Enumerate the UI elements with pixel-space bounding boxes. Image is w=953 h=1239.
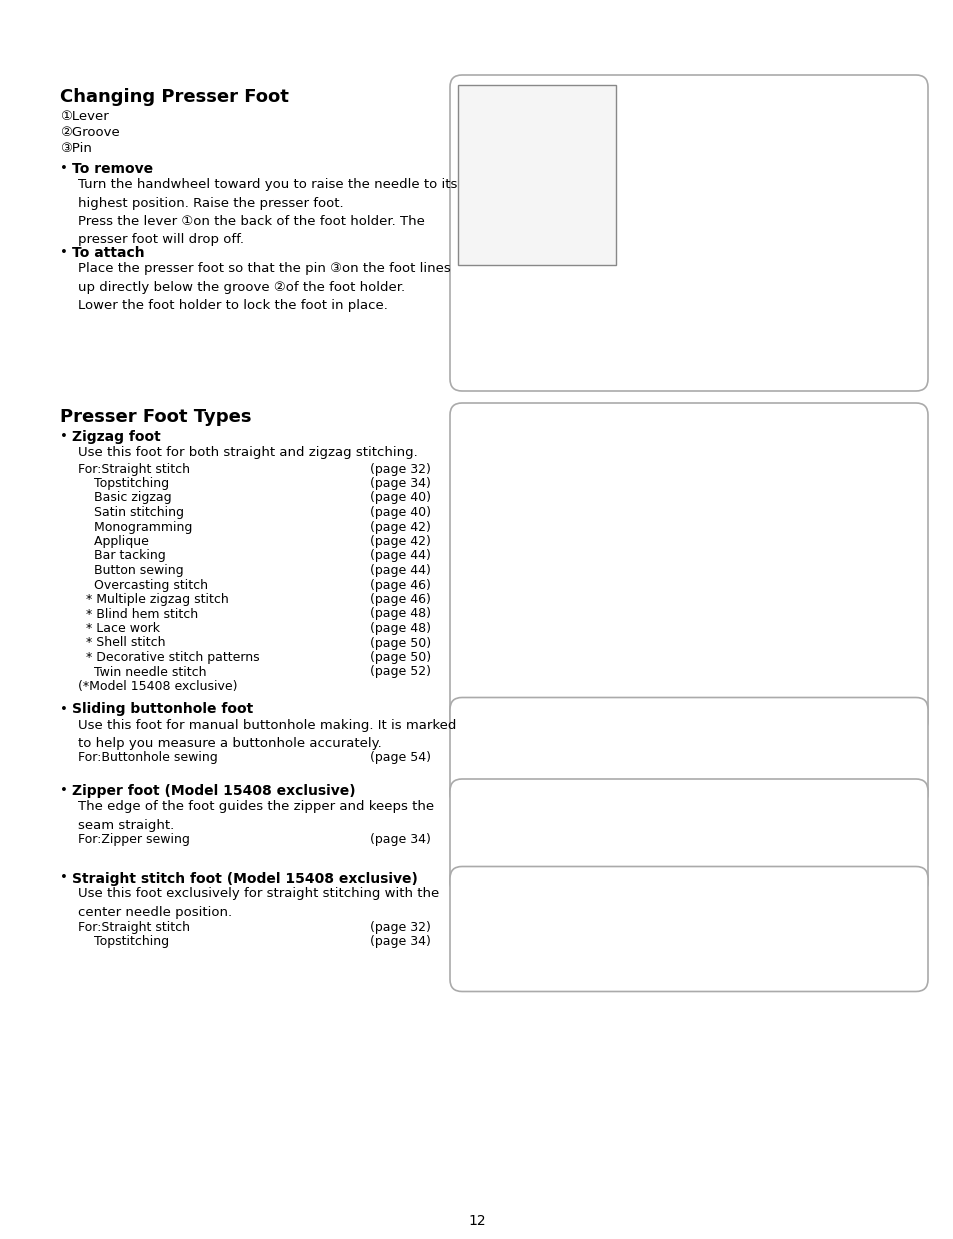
Text: (page 44): (page 44) (370, 550, 431, 563)
Text: (page 32): (page 32) (370, 921, 431, 933)
Text: ①Lever: ①Lever (60, 110, 109, 123)
Text: Satin stitching: Satin stitching (78, 506, 184, 519)
Text: Presser Foot Types: Presser Foot Types (60, 408, 252, 426)
Text: Button sewing: Button sewing (78, 564, 183, 577)
FancyBboxPatch shape (450, 698, 927, 805)
Text: Topstitching: Topstitching (78, 935, 169, 948)
Text: Overcasting stitch: Overcasting stitch (78, 579, 208, 591)
Text: •: • (60, 703, 68, 715)
Text: To remove: To remove (71, 162, 153, 176)
Text: •: • (60, 871, 68, 885)
Text: * Blind hem stitch: * Blind hem stitch (78, 607, 198, 621)
Text: For:Zipper sewing: For:Zipper sewing (78, 833, 190, 846)
Text: (page 32): (page 32) (370, 462, 431, 476)
Text: For:Straight stitch: For:Straight stitch (78, 462, 190, 476)
Text: * Multiple zigzag stitch: * Multiple zigzag stitch (78, 593, 229, 606)
FancyBboxPatch shape (450, 76, 927, 392)
Text: (page 34): (page 34) (370, 477, 431, 489)
Text: •: • (60, 784, 68, 797)
Text: (page 44): (page 44) (370, 564, 431, 577)
FancyBboxPatch shape (450, 403, 927, 733)
Text: (page 52): (page 52) (370, 665, 431, 679)
Text: (page 46): (page 46) (370, 579, 431, 591)
FancyBboxPatch shape (450, 779, 927, 895)
Text: For:Straight stitch: For:Straight stitch (78, 921, 190, 933)
Text: * Shell stitch: * Shell stitch (78, 637, 165, 649)
Text: Turn the handwheel toward you to raise the needle to its
highest position. Raise: Turn the handwheel toward you to raise t… (78, 178, 456, 247)
Text: (*Model 15408 exclusive): (*Model 15408 exclusive) (78, 680, 237, 693)
Text: (page 48): (page 48) (370, 607, 431, 621)
Text: Changing Presser Foot: Changing Presser Foot (60, 88, 289, 107)
Text: (page 46): (page 46) (370, 593, 431, 606)
Text: (page 34): (page 34) (370, 833, 431, 846)
Text: (page 54): (page 54) (370, 752, 431, 764)
Text: ②Groove: ②Groove (60, 126, 120, 139)
Text: (page 40): (page 40) (370, 506, 431, 519)
Text: (page 50): (page 50) (370, 650, 431, 664)
Text: Monogramming: Monogramming (78, 520, 193, 534)
Text: Use this foot for manual buttonhole making. It is marked
to help you measure a b: Use this foot for manual buttonhole maki… (78, 719, 456, 750)
Text: Topstitching: Topstitching (78, 477, 169, 489)
Text: •: • (60, 430, 68, 444)
Text: •: • (60, 247, 68, 259)
Text: * Decorative stitch patterns: * Decorative stitch patterns (78, 650, 259, 664)
Text: •: • (60, 162, 68, 175)
Text: Bar tacking: Bar tacking (78, 550, 166, 563)
Text: Basic zigzag: Basic zigzag (78, 492, 172, 504)
Text: For:Buttonhole sewing: For:Buttonhole sewing (78, 752, 217, 764)
Text: Twin needle stitch: Twin needle stitch (78, 665, 206, 679)
Text: Use this foot for both straight and zigzag stitching.: Use this foot for both straight and zigz… (78, 446, 417, 458)
Bar (457, 85, 616, 265)
Text: Place the presser foot so that the pin ③on the foot lines
up directly below the : Place the presser foot so that the pin ③… (78, 261, 450, 312)
Text: Zigzag foot: Zigzag foot (71, 430, 161, 444)
FancyBboxPatch shape (450, 866, 927, 991)
Text: Straight stitch foot (Model 15408 exclusive): Straight stitch foot (Model 15408 exclus… (71, 871, 417, 886)
Text: The edge of the foot guides the zipper and keeps the
seam straight.: The edge of the foot guides the zipper a… (78, 800, 434, 831)
Text: Applique: Applique (78, 535, 149, 548)
Text: Use this foot exclusively for straight stitching with the
center needle position: Use this foot exclusively for straight s… (78, 887, 438, 919)
Text: Sliding buttonhole foot: Sliding buttonhole foot (71, 703, 253, 716)
Text: (page 42): (page 42) (370, 535, 431, 548)
Text: To attach: To attach (71, 247, 145, 260)
Text: (page 50): (page 50) (370, 637, 431, 649)
Text: (page 34): (page 34) (370, 935, 431, 948)
Text: * Lace work: * Lace work (78, 622, 160, 636)
Text: (page 40): (page 40) (370, 492, 431, 504)
Text: ③Pin: ③Pin (60, 142, 91, 155)
Text: (page 42): (page 42) (370, 520, 431, 534)
Text: 12: 12 (468, 1214, 485, 1228)
Text: Zipper foot (Model 15408 exclusive): Zipper foot (Model 15408 exclusive) (71, 784, 355, 798)
Text: (page 48): (page 48) (370, 622, 431, 636)
